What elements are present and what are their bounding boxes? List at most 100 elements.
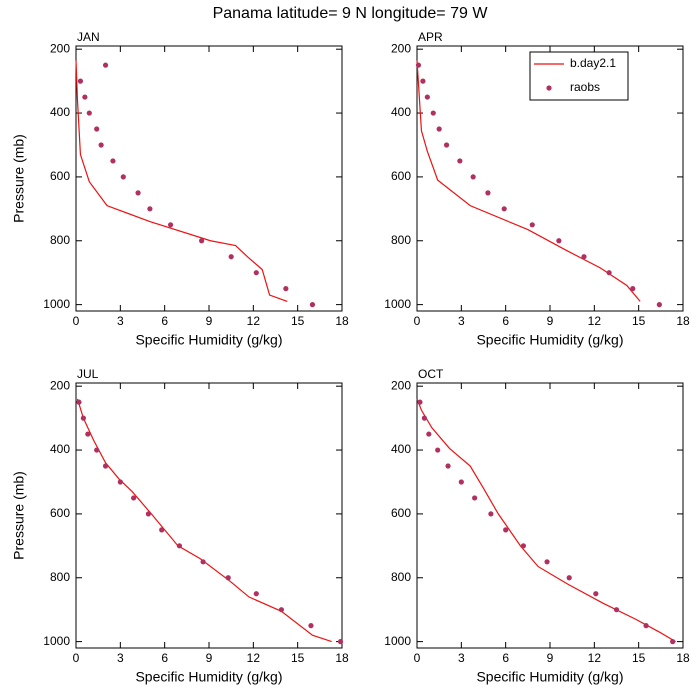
obs-marker	[501, 206, 507, 212]
y-axis-label: Pressure (mb)	[11, 471, 27, 560]
x-tick-label: 18	[676, 314, 690, 328]
obs-marker	[643, 623, 649, 629]
x-axis-label: Specific Humidity (g/kg)	[135, 669, 282, 685]
x-tick-label: 15	[291, 314, 305, 328]
x-tick-label: 6	[161, 651, 168, 665]
obs-marker	[337, 639, 344, 645]
x-tick-label: 9	[547, 651, 554, 665]
obs-marker	[85, 431, 91, 437]
obs-marker	[529, 222, 535, 228]
x-tick-label: 0	[414, 651, 421, 665]
y-tick-label: 600	[391, 169, 411, 183]
obs-marker	[225, 575, 231, 581]
obs-marker	[420, 78, 426, 84]
obs-marker	[581, 254, 587, 260]
legend-box	[529, 51, 629, 101]
obs-marker	[656, 302, 662, 308]
obs-marker	[593, 591, 599, 597]
obs-marker	[102, 62, 109, 68]
obs-marker	[426, 431, 432, 437]
y-tick-label: 1000	[384, 634, 411, 648]
plot-frame	[416, 382, 684, 649]
obs-marker	[309, 302, 316, 308]
y-tick-label: 600	[50, 506, 70, 520]
obs-marker	[98, 142, 104, 148]
obs-marker	[630, 286, 636, 292]
obs-marker	[135, 190, 141, 196]
y-tick-label: 200	[391, 378, 411, 392]
obs-marker	[488, 511, 494, 517]
y-tick-label: 1000	[43, 297, 70, 311]
obs-marker	[228, 254, 234, 260]
x-tick-label: 12	[247, 314, 261, 328]
obs-marker	[424, 94, 430, 100]
obs-marker	[200, 559, 206, 565]
x-tick-label: 15	[632, 651, 646, 665]
obs-marker	[117, 479, 123, 485]
obs-marker	[120, 174, 126, 180]
obs-marker	[176, 543, 183, 549]
obs-marker	[82, 94, 88, 100]
obs-marker	[556, 238, 562, 244]
x-tick-label: 18	[335, 651, 349, 665]
x-tick-label: 18	[335, 314, 349, 328]
x-tick-label: 15	[291, 651, 305, 665]
obs-marker	[503, 527, 509, 533]
y-tick-label: 200	[391, 41, 411, 55]
x-tick-label: 18	[676, 651, 690, 665]
model-line	[416, 60, 641, 302]
x-tick-label: 9	[206, 314, 213, 328]
x-axis-label: Specific Humidity (g/kg)	[476, 332, 623, 348]
y-tick-label: 1000	[384, 297, 411, 311]
x-tick-label: 3	[117, 651, 124, 665]
y-tick-label: 200	[50, 41, 70, 55]
obs-marker	[278, 607, 285, 613]
x-tick-label: 0	[73, 314, 80, 328]
obs-marker	[147, 206, 153, 212]
obs-marker	[199, 238, 205, 244]
obs-marker	[470, 174, 476, 180]
obs-marker	[443, 142, 450, 148]
obs-marker	[670, 639, 676, 645]
y-tick-label: 800	[50, 233, 70, 247]
x-tick-label: 0	[414, 314, 421, 328]
obs-marker	[253, 270, 259, 276]
legend-marker	[546, 85, 552, 91]
obs-marker	[445, 463, 451, 469]
model-line	[416, 398, 676, 643]
obs-marker	[415, 62, 422, 68]
panel-title: JUL	[77, 367, 99, 381]
obs-marker	[159, 527, 165, 533]
y-tick-label: 1000	[43, 634, 70, 648]
obs-marker	[76, 399, 82, 405]
y-axis-label: Pressure (mb)	[11, 134, 27, 223]
x-tick-label: 12	[588, 314, 602, 328]
x-tick-label: 0	[73, 651, 80, 665]
x-tick-label: 15	[632, 314, 646, 328]
x-tick-label: 9	[206, 651, 213, 665]
obs-marker	[606, 270, 612, 276]
x-tick-label: 6	[502, 651, 509, 665]
obs-marker	[457, 158, 463, 164]
figure-title: Panama latitude= 9 N longitude= 79 W	[213, 5, 489, 22]
panel-title: APR	[418, 30, 443, 44]
obs-marker	[472, 495, 478, 501]
y-tick-label: 600	[50, 169, 70, 183]
y-tick-label: 400	[391, 442, 411, 456]
legend-label: raobs	[570, 80, 600, 94]
y-tick-label: 800	[391, 570, 411, 584]
x-axis-label: Specific Humidity (g/kg)	[135, 332, 282, 348]
obs-marker	[308, 623, 314, 629]
x-axis-label: Specific Humidity (g/kg)	[476, 669, 623, 685]
obs-marker	[430, 110, 436, 116]
y-tick-label: 600	[391, 506, 411, 520]
obs-marker	[110, 158, 116, 164]
obs-marker	[544, 559, 550, 565]
model-line	[76, 398, 332, 643]
obs-marker	[421, 415, 427, 421]
x-tick-label: 6	[502, 314, 509, 328]
legend-label: b.day2.1	[570, 56, 616, 70]
panel-title: OCT	[418, 367, 444, 381]
obs-marker	[485, 190, 491, 196]
obs-marker	[80, 415, 86, 421]
